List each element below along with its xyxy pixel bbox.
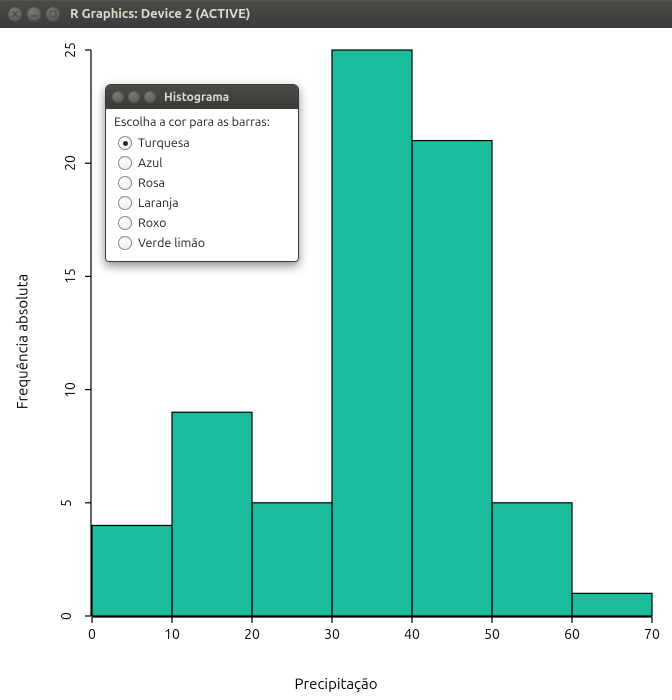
y-tick-label: 10 [62,382,78,398]
y-tick-label: 15 [62,268,78,284]
y-tick-label: 0 [58,612,74,620]
radio-label: Rosa [138,176,165,190]
histogram-chart [0,28,672,700]
radio-option[interactable]: Roxo [114,213,290,233]
radio-option[interactable]: Laranja [114,193,290,213]
plot-area: 0 10 20 30 40 50 60 70 0 5 10 15 20 25 Frequência abs… [0,28,672,700]
x-tick-label: 70 [642,626,662,642]
radio-icon[interactable] [118,216,132,230]
radio-group: Turquesa Azul Rosa Laranja Roxo Verde limão [114,133,290,253]
window-controls [8,7,60,21]
radio-label: Laranja [138,196,179,210]
close-icon[interactable] [8,7,22,21]
radio-option[interactable]: Rosa [114,173,290,193]
y-tick-label: 5 [58,499,74,507]
x-tick-label: 60 [562,626,582,642]
radio-option[interactable]: Azul [114,153,290,173]
dialog-window-controls [112,91,156,103]
minimize-icon[interactable] [27,7,41,21]
y-axis-label: Frequência absoluta [14,274,31,409]
x-tick-label: 40 [402,626,422,642]
radio-option[interactable]: Verde limão [114,233,290,253]
radio-icon[interactable] [118,156,132,170]
close-icon[interactable] [112,91,124,103]
radio-label: Verde limão [138,236,205,250]
y-tick-label: 25 [62,42,78,58]
radio-label: Roxo [138,216,166,230]
main-titlebar[interactable]: R Graphics: Device 2 (ACTIVE) [0,0,672,28]
dialog-title: Histograma [164,91,229,104]
radio-option[interactable]: Turquesa [114,133,290,153]
radio-icon[interactable] [118,196,132,210]
x-tick-label: 0 [82,626,102,642]
dialog-titlebar[interactable]: Histograma [106,85,298,109]
dialog-prompt: Escolha a cor para as barras: [114,115,290,129]
x-tick-label: 30 [322,626,342,642]
color-dialog[interactable]: Histograma Escolha a cor para as barras:… [105,84,299,262]
maximize-icon[interactable] [144,91,156,103]
maximize-icon[interactable] [46,7,60,21]
radio-label: Turquesa [138,136,190,150]
minimize-icon[interactable] [128,91,140,103]
x-tick-label: 10 [162,626,182,642]
main-window: R Graphics: Device 2 (ACTIVE) 0 10 20 30 40 5… [0,0,672,700]
dialog-body: Escolha a cor para as barras: Turquesa Az… [106,109,298,261]
window-title: R Graphics: Device 2 (ACTIVE) [70,7,250,21]
radio-label: Azul [138,156,162,170]
x-tick-label: 20 [242,626,262,642]
radio-icon[interactable] [118,236,132,250]
radio-icon[interactable] [118,176,132,190]
radio-icon[interactable] [118,136,132,150]
y-tick-label: 20 [62,155,78,171]
x-axis-label: Precipitação [295,675,378,692]
x-tick-label: 50 [482,626,502,642]
